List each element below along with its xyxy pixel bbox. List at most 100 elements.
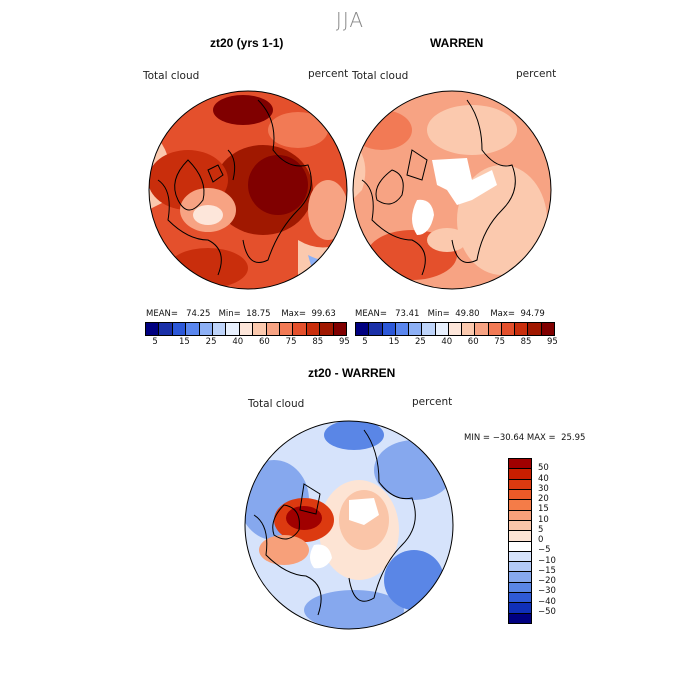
panel-1-colorbar-tick-label: 25: [205, 337, 217, 347]
panel-1-colorbar-tick-label: 60: [259, 337, 270, 347]
panel-2-max-value: 94.79: [520, 309, 545, 319]
panel-2-colorbar-swatch: [462, 323, 476, 335]
diff-legend-colorbar: [508, 458, 532, 624]
panel-2-colorbar-swatch: [435, 323, 449, 335]
diff-title: zt20 - WARREN: [308, 366, 396, 380]
diff-legend-swatch: [509, 510, 531, 521]
diff-legend-label: −40: [538, 596, 556, 607]
diff-legend-label: −10: [538, 555, 556, 566]
panel-2-units: percent: [516, 68, 557, 80]
panel-1-variable: Total cloud: [143, 70, 200, 82]
panel-1-min-value: 18.75: [246, 309, 271, 319]
diff-minmax: MIN = −30.64 MAX = 25.95: [464, 433, 586, 443]
panel-1-max-label: Max=: [281, 309, 307, 319]
diff-legend-swatch: [509, 500, 531, 511]
panel-1-colorbar-swatch: [320, 323, 334, 335]
diff-legend-swatch: [509, 562, 531, 573]
panel-2-title: WARREN: [430, 36, 484, 50]
panel-2-colorbar-swatch: [488, 323, 502, 335]
diff-legend-label: 5: [538, 524, 544, 535]
panel-2-colorbar: [355, 322, 555, 336]
panel-1-mean-value: 74.25: [186, 309, 211, 319]
diff-legend-label: −30: [538, 586, 556, 597]
diff-legend-swatch: [509, 489, 531, 501]
panel-1-units: percent: [308, 68, 349, 80]
diff-legend-label: 0: [538, 535, 544, 545]
panel-1-colorbar-tick-label: 95: [339, 337, 350, 347]
panel-2-colorbar-tick-label: 40: [441, 337, 453, 347]
diff-legend-swatch: [509, 520, 531, 532]
diff-legend-swatch: [509, 582, 531, 594]
panel-1-colorbar-tick-label: 40: [232, 337, 244, 347]
diff-legend-swatch: [509, 479, 531, 490]
panel-1-mean-label: MEAN=: [146, 309, 178, 319]
diff-legend-label: −50: [538, 606, 556, 617]
diff-legend-label: 30: [538, 483, 549, 494]
diff-legend-swatch: [509, 572, 531, 583]
panel-2-colorbar-swatch: [475, 323, 489, 335]
diff-legend-label: 40: [538, 473, 549, 484]
diff-legend-swatch: [509, 603, 531, 614]
panel-2-stats: MEAN= 73.41 Min= 49.80 Max= 94.79: [355, 309, 545, 319]
panel-1-polar-map: [148, 90, 348, 290]
panel-2-colorbar-swatch: [541, 323, 554, 335]
panel-1-colorbar: [145, 322, 347, 336]
panel-1-colorbar-swatch: [146, 323, 160, 335]
panel-2-colorbar-swatch: [356, 323, 370, 335]
panel-1-colorbar-swatch: [186, 323, 200, 335]
panel-1-stats: MEAN= 74.25 Min= 18.75 Max= 99.63: [146, 309, 336, 319]
diff-legend-label: −5: [538, 545, 551, 556]
diff-legend-label: −20: [538, 576, 556, 586]
diff-polar-map: [244, 420, 454, 630]
panel-1-colorbar-swatch: [333, 323, 347, 335]
diff-variable: Total cloud: [248, 398, 305, 410]
diff-legend-label: 50: [538, 463, 549, 474]
panel-2-colorbar-tick-label: 75: [494, 337, 506, 347]
panel-2-colorbar-tick-label: 25: [415, 337, 426, 347]
diff-legend-swatch: [509, 531, 531, 542]
diff-legend-labels: 50 40 30 20 15 10 5 0 −5 −10 −15 −20 −30 −40 −50: [538, 458, 588, 622]
panel-2-colorbar-tick-label: 85: [520, 337, 532, 347]
diff-legend-swatch: [509, 469, 531, 480]
panel-2-colorbar-swatch: [369, 323, 383, 335]
panel-1-colorbar-swatch: [172, 323, 187, 335]
panel-2-colorbar-swatch: [382, 323, 396, 335]
panel-2-mean-value: 73.41: [395, 309, 420, 319]
panel-2-colorbar-swatch: [448, 323, 463, 335]
diff-legend-swatch: [509, 541, 531, 552]
panel-2-colorbar-tick-label: 15: [388, 337, 400, 347]
panel-2-min-label: Min=: [427, 309, 450, 319]
panel-1-colorbar-tick-label: 85: [312, 337, 324, 347]
panel-2-colorbar-swatch: [422, 323, 436, 335]
diff-legend-label: −15: [538, 565, 556, 576]
panel-1-colorbar-swatch: [253, 323, 267, 335]
panel-2-colorbar-tick-label: 95: [547, 337, 558, 347]
panel-2-colorbar-swatch: [515, 323, 529, 335]
panel-2-colorbar-tick-label: 60: [467, 337, 479, 347]
panel-1-colorbar-tick-label: 75: [285, 337, 297, 347]
panel-1-colorbar-swatch: [226, 323, 240, 335]
panel-1-min-label: Min=: [218, 309, 241, 319]
panel-2-min-value: 49.80: [455, 309, 480, 319]
diff-units: percent: [412, 396, 453, 408]
panel-1-max-value: 99.63: [311, 309, 336, 319]
season-title: JJA: [335, 8, 365, 32]
panel-2-colorbar-swatch: [501, 323, 516, 335]
panel-2-colorbar-swatch: [409, 323, 423, 335]
panel-2-colorbar-tick-label: 5: [362, 337, 368, 347]
panel-1-colorbar-tick-label: 5: [152, 337, 158, 347]
diff-legend-swatch: [509, 593, 531, 604]
diff-legend-label: 20: [538, 494, 549, 504]
panel-1-colorbar-swatch: [306, 323, 321, 335]
panel-2-variable: Total cloud: [352, 70, 409, 82]
panel-2-mean-label: MEAN=: [355, 309, 387, 319]
panel-1-colorbar-tick-label: 15: [179, 337, 190, 347]
panel-2-colorbar-swatch: [395, 323, 410, 335]
diff-legend-swatch: [509, 613, 531, 623]
panel-2-max-label: Max=: [490, 309, 516, 319]
panel-1-colorbar-swatch: [213, 323, 227, 335]
diff-legend-label: 15: [538, 504, 549, 515]
panel-1-colorbar-swatch: [239, 323, 254, 335]
panel-1-colorbar-swatch: [293, 323, 307, 335]
panel-1-colorbar-swatch: [280, 323, 294, 335]
